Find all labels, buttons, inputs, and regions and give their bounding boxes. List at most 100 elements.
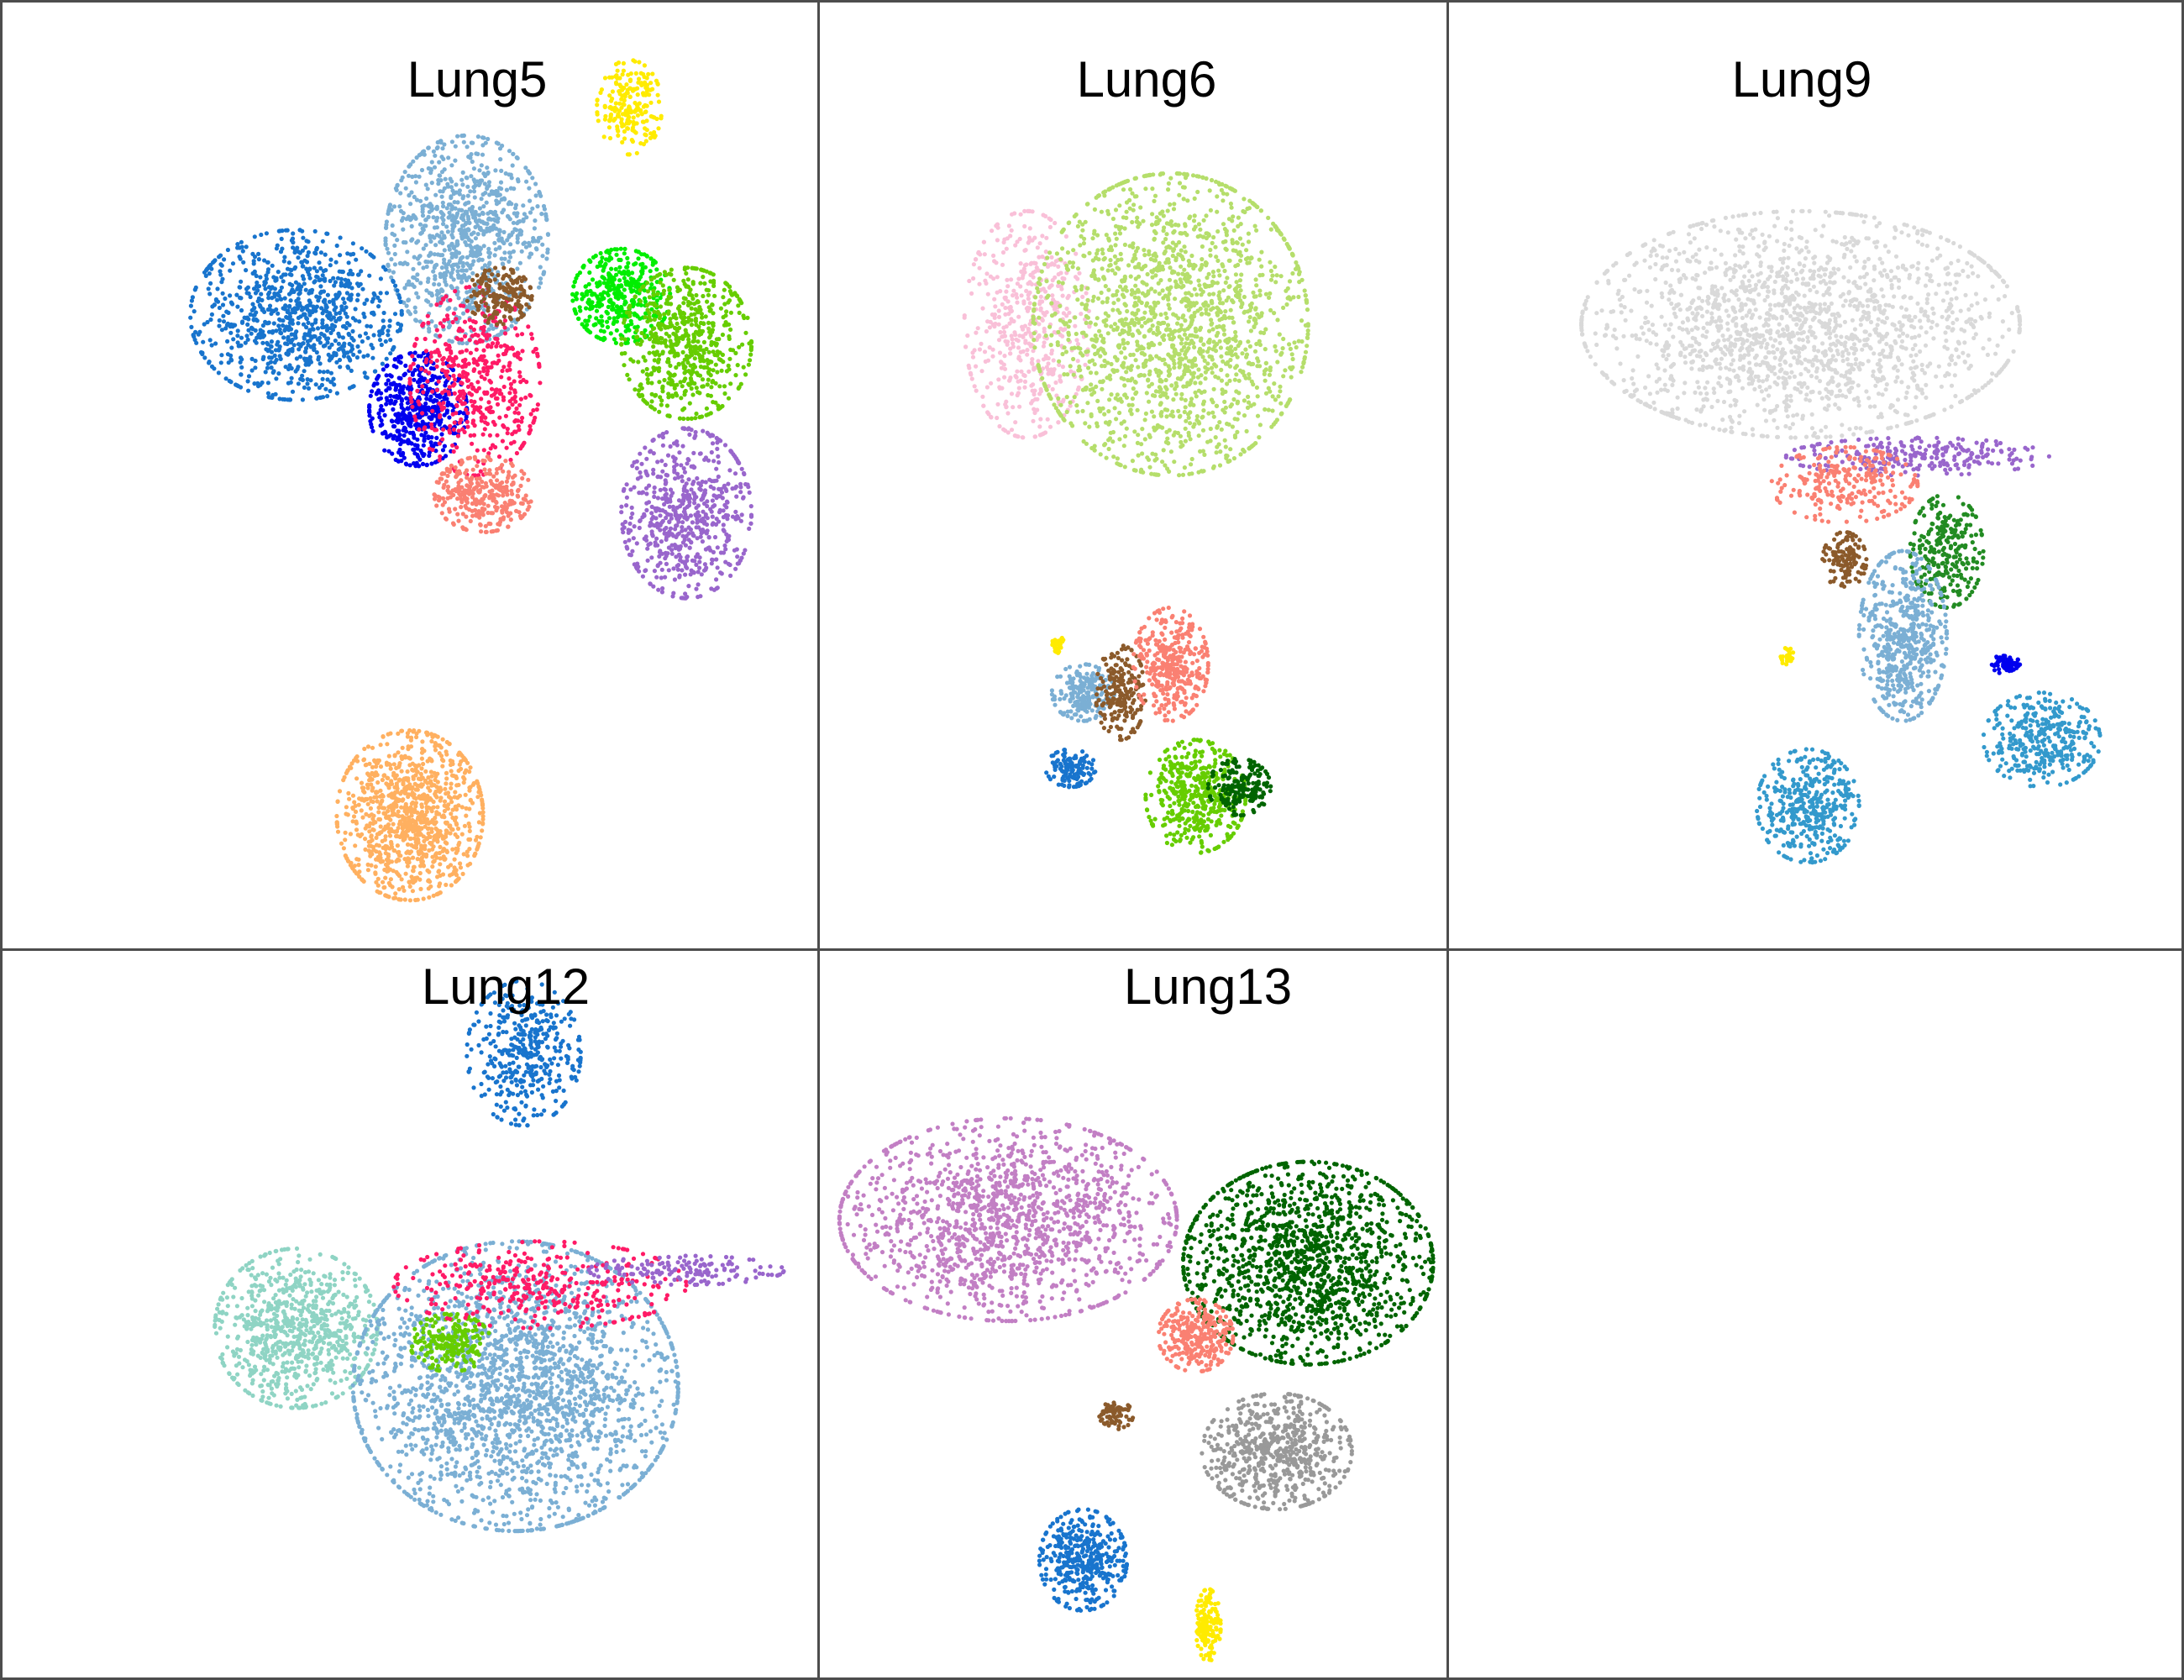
scatter-point xyxy=(496,272,501,278)
scatter-point xyxy=(483,529,489,535)
scatter-point xyxy=(320,376,325,381)
scatter-point xyxy=(739,512,744,517)
scatter-point xyxy=(502,331,508,336)
scatter-point xyxy=(347,356,352,362)
scatter-point xyxy=(367,403,372,408)
scatter-point xyxy=(244,291,249,296)
scatter-point xyxy=(238,295,243,301)
scatter-point xyxy=(469,381,474,387)
scatter-point xyxy=(465,184,470,189)
scatter-point xyxy=(711,459,717,464)
scatter-point xyxy=(660,283,665,288)
scatter-point xyxy=(338,253,343,258)
scatter-point xyxy=(434,364,439,369)
scatter-point xyxy=(473,236,479,241)
scatter-point xyxy=(616,296,621,302)
scatter-point xyxy=(622,287,627,292)
scatter-point xyxy=(441,361,446,366)
scatter-point xyxy=(384,225,389,230)
scatter-point xyxy=(270,263,275,268)
scatter-point xyxy=(470,333,475,339)
scatter-point xyxy=(648,581,653,586)
scatter-point xyxy=(246,328,251,333)
scatter-point xyxy=(533,193,538,198)
scatter-point xyxy=(620,72,625,77)
scatter-point xyxy=(436,498,442,503)
scatter-point xyxy=(225,321,230,326)
scatter-point xyxy=(287,363,292,368)
scatter-point xyxy=(533,239,538,244)
scatter-point xyxy=(486,286,491,291)
scatter-point xyxy=(694,292,699,298)
scatter-point xyxy=(576,316,581,322)
scatter-point xyxy=(615,68,620,73)
scatter-point xyxy=(451,277,456,282)
scatter-point xyxy=(643,315,648,320)
scatter-point xyxy=(478,251,483,256)
scatter-point xyxy=(726,396,732,401)
scatter-point xyxy=(672,465,677,470)
scatter-point xyxy=(252,234,257,239)
scatter-point xyxy=(304,317,310,322)
scatter-point xyxy=(410,430,415,436)
scatter-point xyxy=(343,277,348,282)
scatter-point xyxy=(669,267,674,272)
scatter-point xyxy=(692,365,698,370)
scatter-point xyxy=(392,251,397,257)
scatter-point xyxy=(498,344,504,349)
scatter-point xyxy=(641,91,646,96)
scatter-point xyxy=(418,281,423,286)
scatter-point xyxy=(606,125,612,130)
scatter-point xyxy=(413,180,418,185)
scatter-point xyxy=(624,279,630,284)
scatter-point xyxy=(682,370,687,375)
scatter-point xyxy=(698,320,704,326)
scatter-point xyxy=(281,259,286,264)
scatter-point xyxy=(470,270,475,276)
scatter-point xyxy=(400,386,405,392)
scatter-point xyxy=(660,443,666,448)
scatter-point xyxy=(623,340,628,345)
scatter-point xyxy=(462,391,467,396)
scatter-point xyxy=(500,143,505,149)
scatter-point xyxy=(722,384,727,389)
scatter-point xyxy=(501,265,507,270)
scatter-point xyxy=(220,276,225,281)
scatter-point xyxy=(619,351,625,356)
scatter-point xyxy=(438,253,443,258)
scatter-point xyxy=(666,294,671,299)
scatter-point xyxy=(446,155,451,160)
scatter-point xyxy=(465,193,470,198)
scatter-point xyxy=(574,311,579,316)
scatter-point xyxy=(517,228,522,233)
scatter-point xyxy=(271,275,276,280)
scatter-point xyxy=(402,433,407,438)
scatter-point xyxy=(709,509,714,514)
scatter-point xyxy=(438,139,443,144)
scatter-point xyxy=(507,391,512,396)
scatter-point xyxy=(318,369,323,374)
scatter-point xyxy=(714,557,719,562)
scatter-point xyxy=(709,385,714,390)
scatter-point xyxy=(495,433,500,438)
scatter-point xyxy=(615,76,620,81)
scatter-point xyxy=(691,450,696,456)
scatter-point xyxy=(365,353,370,358)
scatter-point xyxy=(452,200,457,205)
scatter-point xyxy=(607,93,612,98)
scatter-point xyxy=(465,411,470,416)
scatter-point xyxy=(612,247,617,252)
scatter-point xyxy=(712,534,718,540)
scatter-point xyxy=(281,318,286,323)
scatter-point xyxy=(675,567,680,572)
scatter-point xyxy=(675,523,680,528)
scatter-point xyxy=(673,476,678,481)
scatter-point xyxy=(708,373,713,378)
scatter-point xyxy=(507,376,512,381)
scatter-point xyxy=(391,270,396,275)
scatter-point xyxy=(423,182,428,187)
scatter-point xyxy=(497,281,502,287)
scatter-point xyxy=(488,380,494,385)
scatter-point xyxy=(392,312,398,317)
scatter-point xyxy=(386,333,391,338)
